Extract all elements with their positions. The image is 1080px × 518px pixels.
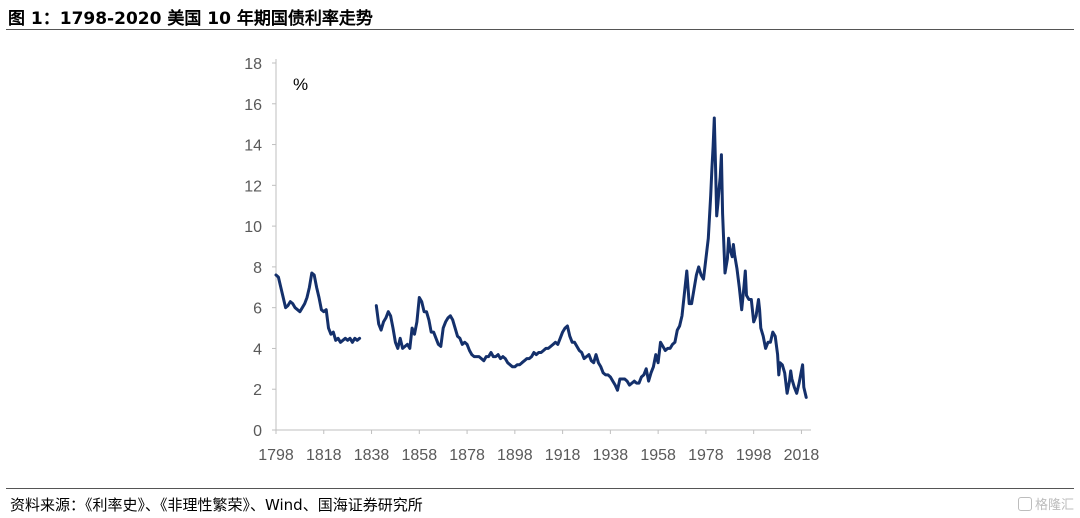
source-note: 资料来源：《利率史》、《非理性繁荣》、Wind、国海证券研究所: [10, 496, 423, 514]
x-tick-label: 1978: [688, 447, 724, 464]
x-tick-labels: 1798 1818 1838 1858 1878 1898 1918 1938 1958 1978…: [258, 430, 819, 464]
axes: [275, 59, 811, 431]
x-tick-label: 2018: [784, 447, 820, 464]
line-chart: 0 2 4 6 8 10 12 14 16 18 1798 1818 1838 1858 1878 1898…: [244, 56, 819, 464]
y-tick-labels: 0 2 4 6 8 10 12 14 16 18: [244, 56, 276, 440]
y-tick-label: 18: [244, 56, 262, 73]
series-line-group: [274, 116, 808, 399]
y-tick-label: 16: [244, 97, 262, 114]
chart-title: 图 1：1798-2020 美国 10 年期国债利率走势: [8, 9, 373, 29]
x-tick-label: 1918: [545, 447, 581, 464]
y-tick-label: 12: [244, 178, 262, 195]
y-tick-label: 6: [253, 301, 262, 318]
y-tick-label: 8: [253, 260, 262, 277]
y-tick-label: 4: [253, 341, 262, 358]
x-tick-label: 1818: [306, 447, 342, 464]
series-line-segment: [274, 271, 362, 344]
x-tick-label: 1858: [402, 447, 438, 464]
series-line-segment: [374, 116, 808, 399]
x-tick-label: 1838: [354, 447, 390, 464]
y-tick-label: 2: [253, 382, 262, 399]
y-tick-label: 0: [253, 423, 262, 440]
x-tick-label: 1998: [736, 447, 772, 464]
x-tick-label: 1798: [258, 447, 294, 464]
title-divider: [6, 29, 1074, 30]
x-tick-label: 1878: [449, 447, 485, 464]
watermark-text: 格隆汇: [1034, 498, 1074, 513]
x-tick-label: 1958: [640, 447, 676, 464]
watermark-logo-icon: [1017, 497, 1032, 511]
x-tick-label: 1898: [497, 447, 533, 464]
y-tick-label: 14: [244, 138, 262, 155]
source-divider: [6, 488, 1074, 489]
watermark: 格隆汇: [1017, 494, 1074, 513]
y-unit-label: %: [293, 75, 308, 94]
y-tick-label: 10: [244, 219, 262, 236]
x-tick-label: 1938: [593, 447, 629, 464]
